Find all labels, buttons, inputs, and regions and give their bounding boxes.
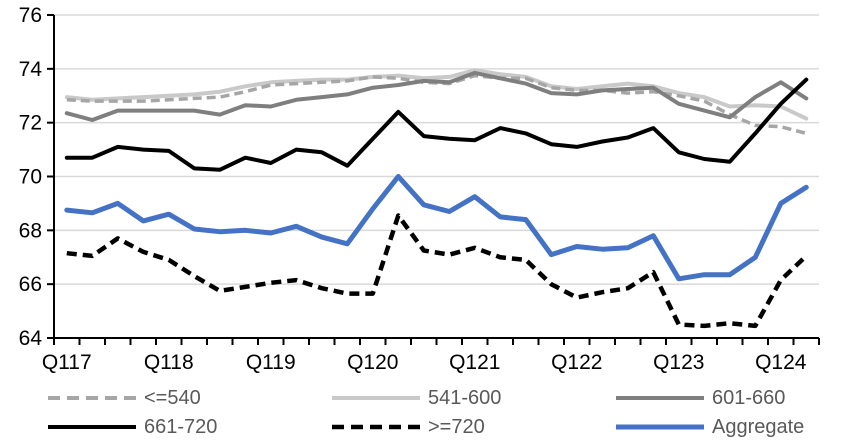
legend-key-Aggregate [616, 424, 704, 430]
series-line-<=540 [66, 73, 807, 136]
y-axis-label: 74 [19, 58, 43, 81]
x-axis-label: Q117 [42, 351, 92, 374]
series-line->=720 [66, 213, 808, 329]
legend-label-Aggregate: Aggregate [712, 416, 805, 438]
legend-key-541-600 [332, 396, 420, 400]
series-line-601-660 [64, 70, 809, 122]
legend-key->=720 [332, 424, 420, 430]
y-axis-label: 66 [19, 273, 42, 296]
legend-item-541-600: 541-600 [332, 388, 501, 408]
x-axis-label: Q120 [347, 351, 398, 374]
legend-item-Aggregate: Aggregate [616, 417, 804, 437]
x-axis-label: Q119 [246, 351, 296, 374]
x-axis-label: Q122 [551, 351, 602, 374]
y-axis-label: 64 [19, 327, 43, 350]
y-axis-label: 70 [19, 166, 42, 189]
legend-item-661-720: 661-720 [48, 417, 217, 437]
legend-key-601-660 [616, 396, 704, 400]
legend-label-601-660: 601-660 [712, 387, 786, 409]
series-line-661-720 [64, 77, 809, 172]
x-axis-label: Q118 [144, 351, 194, 374]
legend-key-661-720 [48, 425, 136, 429]
legend-item-<=540: <=540 [48, 388, 201, 408]
y-axis-label: 76 [19, 4, 42, 27]
legend-label->=720: >=720 [428, 416, 485, 438]
legend-key-<=540 [48, 396, 136, 400]
x-axis-label: Q123 [653, 351, 704, 374]
legend-item-601-660: 601-660 [616, 388, 785, 408]
y-axis-label: 72 [19, 112, 42, 135]
series-line-Aggregate [64, 174, 809, 282]
series-line-541-600 [64, 68, 809, 121]
y-axis-label: 68 [19, 219, 42, 242]
x-axis-label: Q121 [449, 351, 500, 374]
legend-label-<=540: <=540 [144, 387, 201, 409]
legend-item->=720: >=720 [332, 417, 485, 437]
legend-label-661-720: 661-720 [144, 416, 218, 438]
legend-label-541-600: 541-600 [428, 387, 502, 409]
x-axis-label: Q124 [755, 351, 807, 374]
